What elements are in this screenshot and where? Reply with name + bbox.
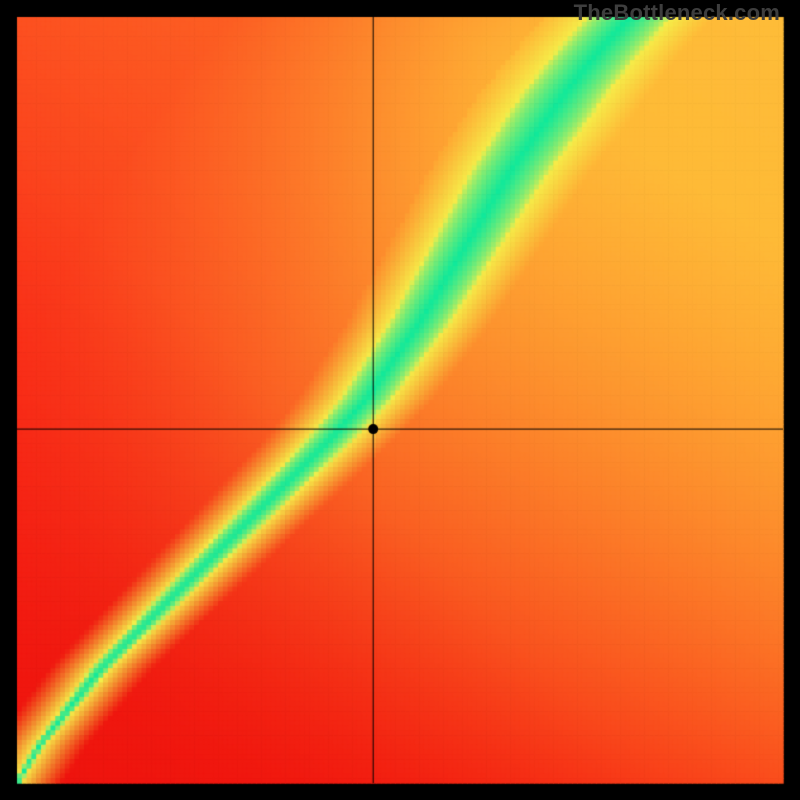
- watermark-text: TheBottleneck.com: [574, 0, 780, 26]
- bottleneck-heatmap: [0, 0, 800, 800]
